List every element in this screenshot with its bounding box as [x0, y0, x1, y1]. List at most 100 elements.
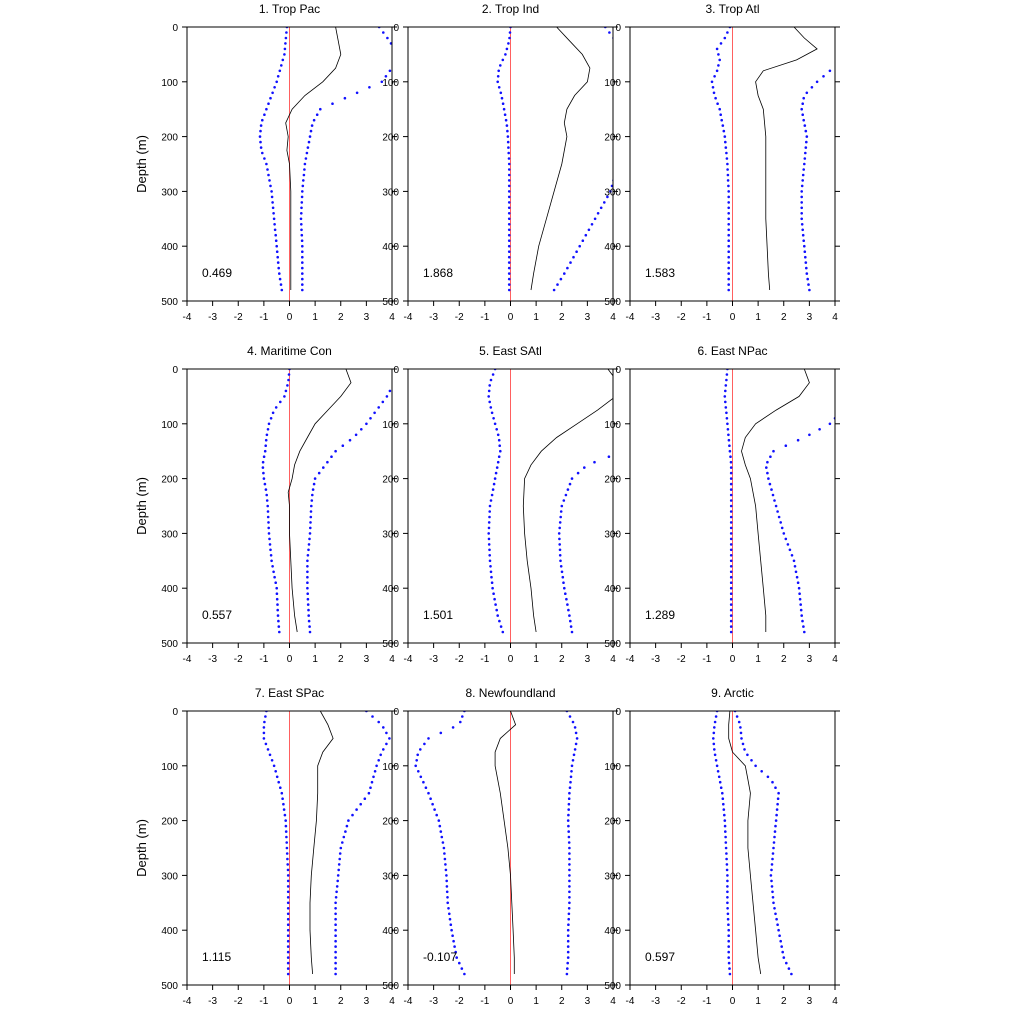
lower-bound-dot [497, 86, 501, 89]
lower-bound-dot [461, 715, 464, 718]
lower-bound-dot [443, 857, 447, 861]
lower-bound-dot [445, 890, 449, 894]
upper-bound-dot [341, 841, 344, 844]
plot-area [261, 369, 392, 643]
upper-bound-dot [583, 466, 586, 469]
lower-bound-dot [729, 603, 733, 606]
lower-bound-dot [275, 250, 279, 253]
upper-bound-dot [772, 901, 775, 905]
lower-bound-dot [727, 261, 730, 264]
upper-bound-dot [573, 726, 577, 729]
upper-bound-dot [779, 521, 782, 524]
lower-bound-dot [726, 901, 729, 905]
upper-bound-dot [331, 102, 334, 105]
lower-bound-dot [721, 797, 725, 800]
upper-bound-dot [373, 770, 377, 773]
upper-bound-dot [330, 455, 333, 459]
lower-bound-dot [463, 972, 466, 976]
upper-bound-dot [777, 791, 780, 795]
lower-bound-dot [508, 36, 511, 40]
panel-value: 0.597 [645, 950, 675, 964]
lower-bound-dot [490, 581, 494, 584]
upper-bound-dot [567, 923, 570, 926]
lower-bound-dot [500, 96, 504, 100]
upper-bound-dot [624, 64, 627, 67]
upper-bound-dot [568, 890, 571, 894]
upper-bound-dot [625, 92, 628, 95]
upper-bound-dot [309, 515, 313, 519]
x-tick-label: 1 [312, 312, 318, 323]
upper-bound-dot [784, 444, 788, 448]
upper-bound-dot [365, 422, 368, 426]
lower-bound-dot [267, 173, 270, 177]
x-tick-label: -4 [404, 654, 413, 665]
upper-bound-dot [800, 184, 804, 188]
y-tick-label: 200 [161, 475, 178, 486]
lower-bound-dot [507, 261, 511, 264]
panel-4: 4. Maritime Con -4 -3 -2 -1 0 1 2 3 4 0 100 200 300 40… [134, 344, 397, 665]
lower-bound-dot [278, 630, 281, 634]
upper-bound-dot [596, 212, 600, 215]
upper-bound-dot [304, 157, 308, 160]
lower-bound-dot [726, 422, 729, 426]
lower-bound-dot [729, 581, 733, 584]
upper-bound-dot [773, 907, 776, 910]
upper-bound-dot [337, 868, 341, 872]
upper-bound-dot [570, 630, 574, 634]
lower-bound-dot [488, 559, 492, 563]
lower-bound-dot [496, 614, 500, 617]
upper-bound-dot [301, 250, 304, 253]
upper-bound-dot [560, 504, 564, 508]
y-tick-label: 0 [393, 23, 399, 34]
upper-bound-dot [593, 217, 597, 221]
lower-bound-dot [729, 565, 733, 568]
lower-bound-dot [724, 384, 728, 387]
lower-bound-dot [259, 140, 262, 144]
y-tick-label: 500 [161, 297, 178, 308]
y-tick-label: 100 [604, 420, 621, 431]
upper-bound-dot [571, 720, 575, 724]
upper-bound-dot [625, 97, 628, 100]
upper-bound-dot [779, 939, 782, 943]
upper-bound-dot [564, 592, 567, 595]
upper-bound-dot [566, 945, 570, 948]
upper-bound-dot [369, 786, 372, 789]
upper-bound-dot [334, 950, 337, 954]
lower-bound-dot [494, 471, 498, 475]
upper-bound-dot [334, 956, 337, 959]
upper-bound-dot [800, 195, 803, 199]
x-tick-label: -4 [404, 312, 413, 323]
upper-bound-dot [608, 31, 611, 34]
upper-bound-dot [385, 395, 389, 398]
lower-bound-dot [507, 212, 511, 215]
x-tick-label: 3 [585, 312, 591, 323]
x-tick-label: 3 [364, 654, 370, 665]
upper-bound-dot [570, 770, 573, 773]
lower-bound-dot [717, 775, 721, 779]
lower-bound-dot [504, 53, 507, 56]
x-tick-label: 3 [364, 996, 370, 1007]
upper-bound-dot [616, 42, 619, 45]
lower-bound-dot [729, 471, 733, 475]
upper-bound-dot [567, 917, 570, 921]
upper-bound-dot [568, 791, 571, 795]
panel-value: -0.107 [423, 950, 457, 964]
upper-bound-dot [572, 255, 575, 259]
lower-bound-dot [442, 846, 446, 850]
lower-bound-dot [496, 80, 500, 84]
lower-bound-dot [729, 597, 733, 601]
lower-bound-dot [445, 885, 449, 888]
panel-8: 8. Newfoundland-4 -3 -2 -1 0 1 2 3 4010020030040… [382, 686, 618, 1007]
upper-bound-dot [626, 444, 629, 447]
upper-bound-dot [852, 31, 855, 34]
lower-bound-dot [437, 819, 441, 822]
upper-bound-dot [568, 863, 571, 866]
lower-bound-dot [287, 378, 290, 382]
y-tick-label: 100 [382, 420, 399, 431]
panel-value: 1.115 [202, 950, 231, 964]
upper-bound-dot [345, 824, 349, 828]
x-tick-label: -4 [626, 996, 635, 1007]
lower-bound-dot [415, 759, 419, 762]
upper-bound-dot [750, 759, 753, 762]
x-tick-label: 4 [389, 996, 395, 1007]
